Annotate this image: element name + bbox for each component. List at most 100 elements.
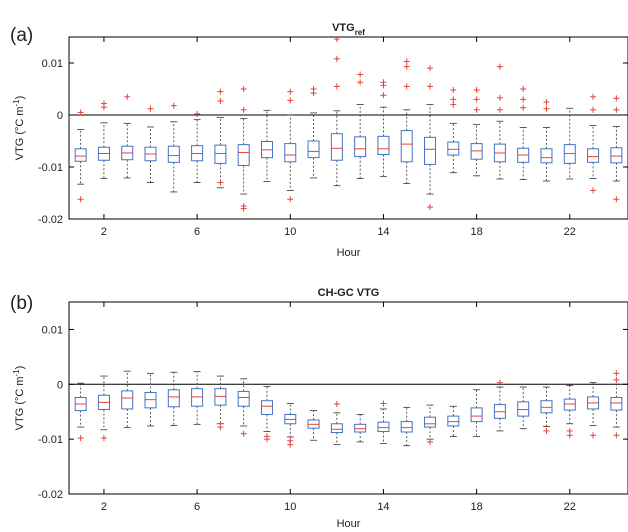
outlier-marker	[287, 97, 294, 104]
iqr-box	[563, 398, 576, 411]
iqr-box	[540, 148, 553, 164]
chart-title-subscript: ref	[355, 28, 366, 37]
x-tick-label: 10	[284, 226, 296, 238]
outlier-marker	[613, 370, 620, 377]
iqr-box	[470, 143, 483, 160]
outlier-marker	[170, 102, 177, 109]
iqr-box	[191, 388, 204, 407]
chart-title: VTGref	[332, 22, 365, 37]
iqr-box	[307, 140, 320, 159]
y-axis-label-main: VTG (°C m	[14, 106, 26, 160]
iqr-box	[144, 392, 157, 409]
box-hour-24	[610, 95, 623, 203]
x-tick-label: 14	[377, 501, 389, 513]
x-tick-label: 10	[284, 501, 296, 513]
outlier-marker	[496, 63, 503, 70]
outlier-marker	[357, 71, 364, 78]
iqr-box	[167, 145, 180, 163]
box-hour-3	[121, 93, 134, 179]
outlier-marker	[590, 106, 597, 113]
chart-title-main: VTG	[332, 22, 355, 34]
outlier-marker	[613, 106, 620, 113]
outlier-marker	[543, 105, 550, 112]
outlier-marker	[380, 400, 387, 407]
y-axis-label-main: VTG (°C m	[14, 376, 26, 430]
outlier-marker	[403, 83, 410, 90]
outlier-marker	[380, 82, 387, 89]
box-hour-4	[144, 372, 157, 427]
outlier-marker	[287, 88, 294, 95]
x-tick-label: 18	[470, 226, 482, 238]
box-hour-14	[377, 400, 390, 444]
outlier-marker	[263, 436, 270, 443]
box-hour-11	[307, 410, 320, 441]
outlier-marker	[403, 58, 410, 65]
x-axis-label: Hour	[337, 247, 361, 259]
iqr-box	[214, 144, 227, 164]
panel-letter: (a)	[10, 25, 33, 46]
box-hour-2	[97, 375, 110, 442]
x-tick-label: 2	[101, 226, 107, 238]
x-tick-label: 22	[564, 226, 576, 238]
box-hour-9	[260, 109, 273, 182]
plot-frame	[68, 36, 628, 220]
box-hour-12	[330, 36, 343, 187]
box-hour-6	[191, 110, 204, 184]
iqr-box	[214, 388, 227, 406]
y-tick-label: 0	[57, 110, 63, 122]
y-tick-label: -0.01	[38, 162, 63, 174]
box-hour-21	[540, 386, 553, 434]
x-tick-label: 6	[194, 226, 200, 238]
iqr-box	[167, 389, 180, 408]
box-hour-13	[354, 71, 367, 179]
y-axis-label-close: )	[14, 96, 26, 100]
iqr-box	[260, 400, 273, 415]
outlier-marker	[427, 83, 434, 90]
outlier-marker	[520, 104, 527, 111]
outlier-marker	[77, 196, 84, 203]
outlier-marker	[450, 101, 457, 108]
plot-frame	[68, 301, 628, 495]
outlier-marker	[613, 432, 620, 439]
outlier-marker	[240, 205, 247, 212]
panel-b: -0.02 -0.01 0 0.01 2 6 10 14 18 22 (b) CH-GC VTG Hou…	[10, 287, 628, 530]
outlier-marker	[240, 86, 247, 92]
outlier-marker	[100, 435, 107, 442]
box-hour-6	[191, 371, 204, 425]
outlier-marker	[613, 376, 620, 383]
y-tick-label: 0	[57, 379, 63, 391]
outlier-marker	[217, 424, 224, 431]
box-hour-7	[214, 375, 227, 431]
box-hour-4	[144, 105, 157, 184]
outlier-marker	[427, 65, 434, 72]
x-tick-label: 2	[101, 501, 107, 513]
outlier-marker	[217, 88, 224, 95]
box-hour-17	[447, 87, 460, 174]
box-hour-22	[563, 384, 576, 439]
iqr-box	[74, 148, 87, 162]
box-hour-9	[260, 386, 273, 443]
x-tick-label: 6	[194, 501, 200, 513]
box-hour-5	[167, 371, 180, 426]
outlier-marker	[590, 187, 597, 194]
outlier-marker	[333, 36, 340, 43]
box-hour-5	[167, 102, 180, 193]
iqr-box	[400, 130, 413, 163]
y-tick-label: -0.01	[38, 434, 63, 446]
outlier-marker	[217, 179, 224, 186]
iqr-box	[330, 423, 343, 434]
box-hour-22	[563, 107, 576, 180]
x-tick-label: 14	[377, 226, 389, 238]
outlier-marker	[566, 432, 573, 439]
panel-a: -0.02 -0.01 0 0.01 2 6 10 14 18 22 (a) VTGref Hour VT…	[10, 22, 628, 259]
outlier-marker	[613, 95, 620, 102]
iqr-box	[424, 416, 437, 428]
chart-title: CH-GC VTG	[318, 287, 380, 299]
iqr-box	[284, 143, 297, 163]
outlier-marker	[496, 94, 503, 101]
box-hour-18	[470, 389, 483, 437]
outlier-marker	[496, 106, 503, 113]
iqr-box	[354, 136, 367, 158]
outlier-marker	[333, 401, 340, 408]
outlier-marker	[543, 427, 550, 434]
